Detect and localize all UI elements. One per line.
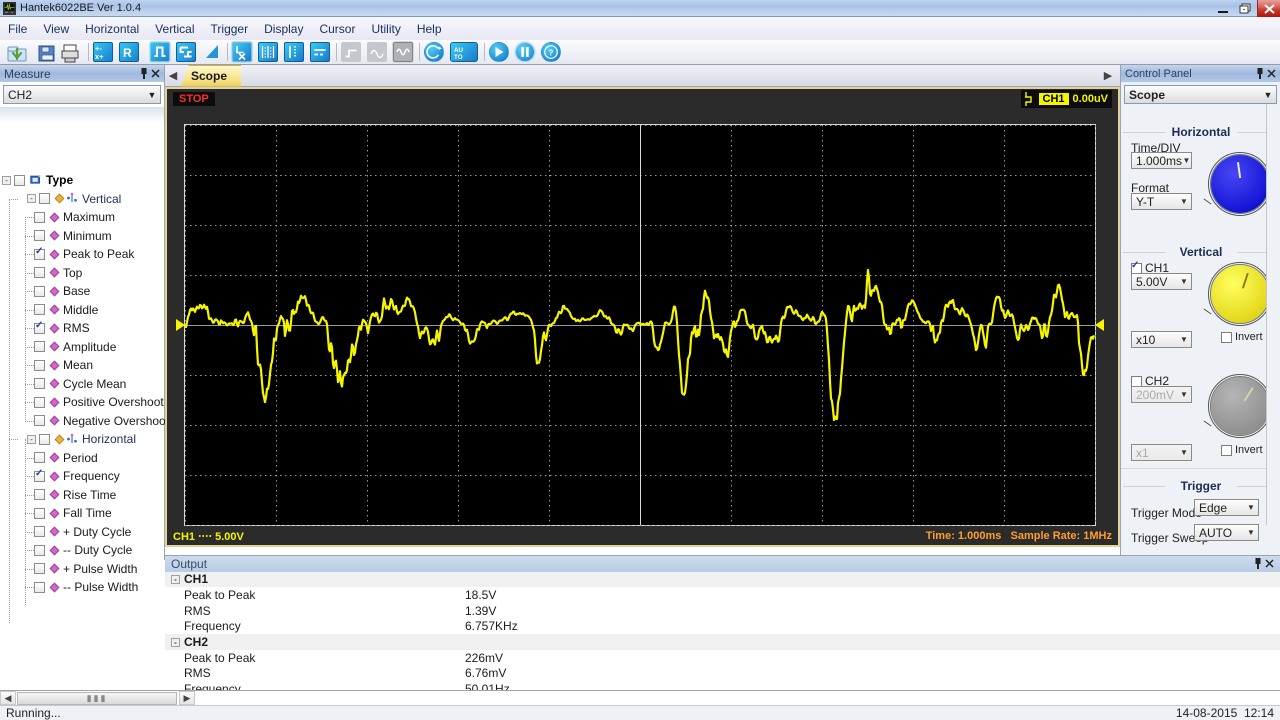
- svg-text:x+: x+: [95, 52, 104, 60]
- svg-text:AU: AU: [454, 47, 464, 54]
- svg-text:?: ?: [548, 48, 553, 58]
- svg-text:TO: TO: [454, 54, 463, 60]
- svg-text:R: R: [123, 46, 132, 60]
